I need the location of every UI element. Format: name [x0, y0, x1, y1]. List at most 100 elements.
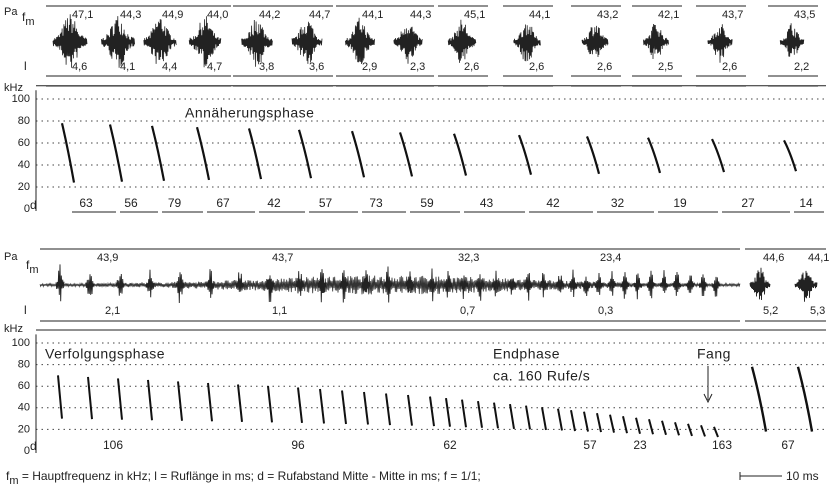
d-value: 67 [781, 438, 795, 452]
d-value: 42 [546, 196, 560, 210]
sweep [609, 414, 615, 433]
d-value: 14 [799, 196, 813, 210]
l-value: 2,3 [410, 61, 425, 73]
fm-value: 32,3 [458, 252, 479, 264]
y-tick-label: 0 [24, 445, 30, 457]
sweep [150, 125, 166, 182]
l-value: 4,1 [120, 61, 135, 73]
waveform [115, 273, 125, 296]
fm-value: 43,9 [97, 252, 118, 264]
waveform [707, 24, 733, 63]
l-value: 4,7 [207, 61, 222, 73]
y-tick-label: 60 [18, 380, 30, 392]
d-value: 62 [443, 438, 457, 452]
sweep [60, 122, 76, 183]
waveform [620, 272, 630, 299]
fm-label: fm [26, 258, 39, 276]
waveform [581, 25, 609, 58]
l-value: 2,2 [794, 61, 809, 73]
sweep [297, 129, 313, 179]
sweep [646, 137, 662, 174]
caption-text: = Hauptfrequenz in kHz; l = Ruflänge in … [19, 469, 481, 483]
waveform [175, 272, 185, 304]
waveform [672, 271, 682, 296]
sweep [585, 135, 601, 175]
waveform [383, 266, 393, 303]
d-label: d [30, 439, 37, 453]
waveform [633, 273, 643, 300]
waveform [475, 274, 485, 301]
l-value: 4,4 [162, 61, 177, 73]
waveform [581, 276, 591, 297]
waveform [235, 272, 245, 292]
d-value: 79 [168, 196, 182, 210]
fm-value: 23,4 [600, 252, 621, 264]
sweep [147, 379, 153, 421]
sweep [267, 385, 273, 423]
khz-label: kHz [4, 323, 23, 335]
waveform [523, 272, 533, 301]
fm-value: 44,7 [309, 9, 330, 21]
l-value: 3,6 [309, 61, 324, 73]
l-value: 2,6 [722, 61, 737, 73]
sweep [700, 424, 706, 437]
waveform [205, 269, 215, 298]
waveform [427, 268, 437, 302]
sweep [297, 387, 303, 424]
l-value: 5,2 [763, 305, 778, 317]
sweep [177, 381, 183, 421]
phase-label: Annäherungsphase [185, 105, 314, 121]
sweep [207, 382, 213, 422]
fm-value: 43,2 [597, 9, 618, 21]
waveform [393, 26, 423, 64]
fm-value: 44,1 [529, 9, 550, 21]
waveform [555, 275, 565, 293]
sweep [445, 397, 451, 427]
sweep [385, 393, 391, 426]
l-value: 0,7 [460, 305, 475, 317]
sweep [398, 132, 414, 177]
fm-value: 44,1 [362, 9, 383, 21]
sweep [57, 375, 63, 419]
sweep [108, 124, 124, 182]
waveform [794, 270, 818, 302]
d-value: 59 [420, 196, 434, 210]
sweep [477, 400, 483, 428]
sweep [687, 423, 693, 437]
d-value: 42 [267, 196, 281, 210]
l-value: 2,6 [529, 61, 544, 73]
d-value: 57 [319, 196, 333, 210]
y-tick-label: 100 [12, 337, 30, 349]
sweep [117, 378, 123, 420]
sweep [796, 366, 814, 432]
sweep [461, 399, 467, 428]
sweep [319, 388, 325, 424]
sweep [87, 376, 93, 420]
sweep [648, 418, 654, 435]
l-value: 2,6 [597, 61, 612, 73]
sweep [674, 421, 680, 436]
sweep [570, 409, 576, 432]
khz-label: kHz [4, 82, 23, 94]
l-value: 1,1 [272, 305, 287, 317]
waveform [291, 21, 323, 64]
l-value: 2,1 [105, 305, 120, 317]
fm-value: 44,3 [120, 9, 141, 21]
sweep [750, 366, 768, 432]
y-tick-label: 20 [18, 423, 30, 435]
waveform [513, 24, 541, 62]
waveform [607, 271, 617, 296]
caption-sub: m [9, 475, 18, 487]
sweep [452, 133, 468, 176]
y-tick-label: 0 [24, 203, 30, 215]
sweep [541, 406, 547, 431]
rate-label: ca. 160 Rufe/s [493, 368, 590, 384]
sweep [247, 128, 263, 180]
fm-value: 45,1 [464, 9, 485, 21]
waveform [659, 270, 669, 293]
fm-value: 44,0 [207, 9, 228, 21]
fm-sub: m [25, 16, 34, 28]
sweep [509, 403, 515, 430]
pa-label: Pa [4, 251, 18, 263]
